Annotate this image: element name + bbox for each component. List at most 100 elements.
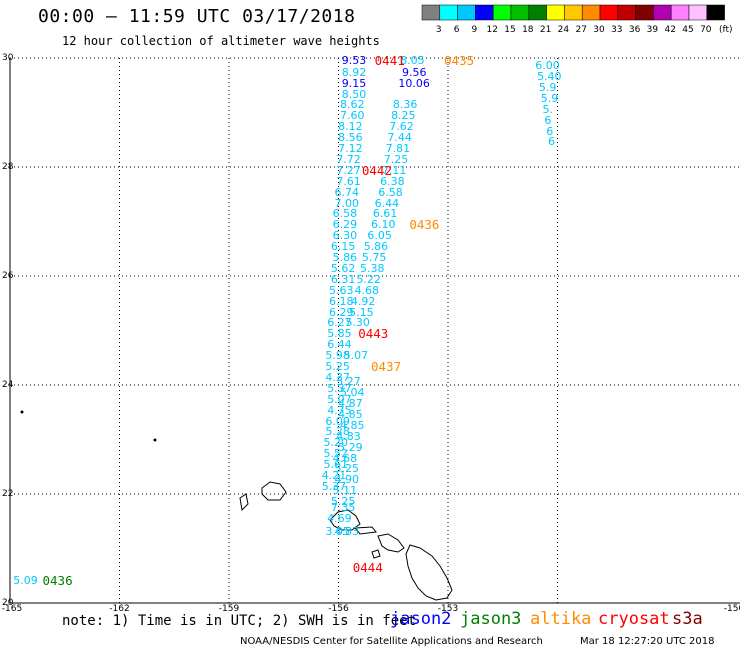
wave-height-label: 5.85	[327, 327, 352, 341]
island-nihoa	[153, 438, 157, 442]
wave-height-label: 5.30	[345, 316, 370, 330]
legend-jason2: jason2	[390, 609, 452, 629]
wave-height-label: 4.37	[325, 370, 350, 384]
generated-timestamp: Mar 18 12:27:20 UTC 2018	[580, 636, 715, 647]
wave-height-label: 10.06	[398, 76, 430, 90]
island-maui	[377, 533, 405, 553]
wave-height-label: 8.12	[338, 120, 363, 134]
footnote: note: 1) Time is in UTC; 2) SWH is in fe…	[62, 613, 417, 629]
color-scale-label: 42	[664, 25, 675, 35]
wave-height-label: 6.27	[327, 316, 352, 330]
pass-time-label: 0443	[358, 326, 389, 342]
wave-height-label: 6.44	[327, 338, 352, 352]
pass-time-label: 0441	[374, 52, 405, 68]
lon-tick-label: -153	[437, 604, 459, 614]
wave-height-label: 4.92	[350, 294, 376, 308]
color-scale-label: 36	[629, 25, 641, 35]
wave-height-label: 3.05	[325, 525, 350, 539]
wave-height-label: 5.38	[360, 261, 385, 275]
wave-height-label: 6.30	[332, 229, 358, 243]
wave-height-label: 6.09	[325, 414, 350, 428]
wave-height-label: 6.00	[535, 59, 560, 73]
island-hawaii	[405, 544, 453, 601]
island-niihau	[239, 493, 249, 512]
wave-height-label: 6.05	[367, 229, 392, 243]
color-swatch	[706, 4, 725, 21]
wave-height-label: 4.85	[339, 418, 365, 432]
wave-height-label: 5.	[542, 102, 554, 116]
color-scale-label: 6	[454, 25, 460, 35]
wave-height-label: 4.75	[327, 403, 352, 417]
wave-height-label: 5.86	[363, 240, 389, 254]
wave-height-label: 5.63	[329, 283, 354, 297]
lat-tick-label: 26	[2, 271, 14, 281]
lat-tick-label: 22	[2, 489, 14, 499]
wave-height-label: 8.50	[341, 87, 367, 101]
island-necker	[20, 410, 24, 414]
lon-tick-label: -162	[109, 604, 130, 614]
color-scale-unit: (ft)	[719, 25, 733, 35]
graticule	[9, 57, 740, 604]
wave-height-label: 7.12	[338, 142, 363, 155]
lon-tick-label: -159	[218, 604, 240, 614]
wave-height-label: 6.15	[330, 240, 356, 254]
lon-tick-label: -156	[328, 604, 349, 614]
wave-height-label: 6.61	[372, 207, 398, 221]
island-lanai	[371, 549, 381, 559]
lat-tick-label: 30	[2, 53, 14, 63]
color-scale-label: 33	[611, 25, 622, 35]
wave-height-label: 6.58	[332, 207, 358, 221]
wave-height-label: 5.61	[323, 458, 349, 472]
wave-height-label: 4.68	[332, 451, 358, 465]
wave-height-label: 5.29	[338, 440, 363, 454]
wave-height-label: 7.25	[383, 152, 409, 166]
wave-height-label: 4.87	[338, 397, 363, 411]
wave-height-label: 5.40	[537, 70, 562, 84]
wave-height-label: 5.62	[330, 261, 356, 275]
wave-height-label: 4.69	[327, 511, 352, 525]
color-scale-label: 18	[522, 25, 534, 35]
color-scale-label: 24	[558, 25, 570, 35]
wave-height-label: 6.31	[330, 272, 356, 286]
wave-height-label: 7.61	[336, 174, 361, 188]
color-scale-label: 9	[472, 25, 478, 35]
wave-height-label: 7.62	[389, 120, 414, 134]
wave-height-label: 4.83	[336, 429, 361, 443]
wave-height-label: 8.25	[391, 109, 416, 123]
wave-height-label: 5.37	[327, 381, 352, 395]
color-scale-label: 27	[575, 25, 586, 35]
wave-height-label: 5.07	[343, 349, 369, 363]
wave-height-label: 8.05	[400, 53, 425, 67]
wave-height-label: 5.07	[327, 392, 352, 406]
color-scale-label: 3	[436, 25, 442, 35]
wave-height-label: 8.36	[392, 98, 418, 112]
wave-height-label: 5.98	[325, 349, 350, 363]
lat-tick-label: 24	[2, 380, 14, 390]
hawaii-coastline	[20, 410, 453, 601]
wave-height-label: 7.60	[339, 109, 365, 123]
wave-height-label: 6.58	[378, 185, 403, 199]
wave-height-label: 7.81	[385, 142, 411, 155]
wave-height-label: 7.44	[387, 131, 412, 145]
wave-height-label: 5.11	[332, 484, 358, 498]
chart-title: 00:00 – 11:59 UTC 03/17/2018	[38, 6, 356, 27]
legend-s3a: s3a	[672, 609, 703, 629]
wave-height-label: 4.68	[354, 283, 380, 297]
island-molokai	[353, 526, 377, 535]
wave-height-label: 5.25	[334, 462, 360, 476]
pass-time-label: 0442	[361, 162, 392, 178]
wave-height-label: 9.15	[341, 76, 367, 90]
wave-height-label: 8.56	[338, 131, 363, 145]
lon-tick-label: -150	[723, 604, 740, 614]
legend-altika: altika	[530, 609, 592, 629]
wave-height-label: 5.25	[330, 495, 356, 509]
pass-time-label: 0436	[42, 573, 73, 589]
wave-height-label: 5.37	[321, 479, 347, 493]
wave-height-label: 5.04	[339, 386, 365, 400]
wave-height-label: 7.11	[381, 163, 407, 177]
wave-height-label: 5.15	[349, 305, 374, 319]
wave-height-label: 6	[546, 124, 554, 138]
island-oahu	[329, 509, 361, 531]
color-scale-label: 70	[700, 25, 712, 35]
color-scale-label: 45	[682, 25, 693, 35]
